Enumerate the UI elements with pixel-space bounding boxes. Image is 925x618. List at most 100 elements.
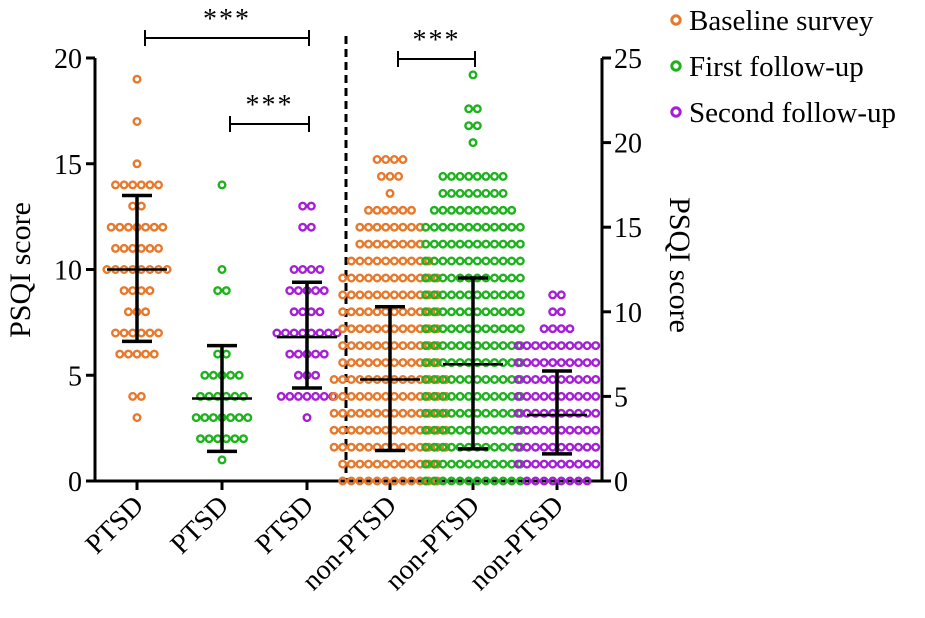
data-point [464, 375, 474, 385]
data-point [289, 265, 299, 275]
data-point [582, 358, 592, 368]
data-point [531, 391, 541, 401]
data-point [548, 290, 558, 300]
data-point [429, 222, 439, 232]
data-point [421, 341, 431, 351]
data-point [398, 341, 408, 351]
data-point [141, 349, 151, 359]
data-point [498, 391, 508, 401]
data-point [472, 391, 482, 401]
data-point [110, 180, 120, 190]
data-point [472, 307, 482, 317]
data-point [498, 171, 508, 181]
data-point [472, 375, 482, 385]
data-point [464, 121, 474, 131]
x-tick-label: PTSD [80, 490, 150, 560]
data-point [481, 239, 491, 249]
data-point [515, 324, 525, 334]
data-point [355, 222, 365, 232]
data-point [556, 324, 566, 334]
data-point [136, 243, 146, 253]
data-point [421, 239, 431, 249]
data-point [455, 188, 465, 198]
data-point [115, 349, 125, 359]
data-point [481, 188, 491, 198]
data-point [438, 222, 448, 232]
data-point [204, 434, 214, 444]
data-point [438, 205, 448, 215]
data-point [355, 425, 365, 435]
data-point [407, 307, 417, 317]
data-point [429, 375, 439, 385]
data-point [407, 459, 417, 469]
data-point [355, 324, 365, 334]
data-point [407, 239, 417, 249]
data-point [372, 324, 382, 334]
data-point [522, 442, 532, 452]
data-point [132, 413, 142, 423]
data-point [191, 413, 201, 423]
data-point [389, 425, 399, 435]
data-point [438, 341, 448, 351]
data-point [346, 324, 356, 334]
data-point [429, 358, 439, 368]
data-point [490, 358, 500, 368]
legend-marker [670, 106, 682, 118]
data-point [490, 391, 500, 401]
data-point [490, 188, 500, 198]
data-point [472, 239, 482, 249]
data-point [106, 222, 116, 232]
data-point [372, 222, 382, 232]
data-point [311, 349, 321, 359]
data-point [548, 442, 558, 452]
data-point [213, 349, 223, 359]
data-point [132, 349, 142, 359]
data-point [447, 341, 457, 351]
data-point [141, 307, 151, 317]
data-point [565, 358, 575, 368]
data-point [398, 307, 408, 317]
data-point [447, 358, 457, 368]
data-point [381, 222, 391, 232]
data-point [398, 256, 408, 266]
data-point [332, 328, 342, 338]
data-point [381, 290, 391, 300]
data-point [355, 391, 365, 401]
data-point [324, 328, 334, 338]
data-point [548, 476, 558, 486]
data-point [531, 442, 541, 452]
data-point [447, 239, 457, 249]
significance-brackets: *** *** *** [144, 4, 476, 132]
data-point [522, 408, 532, 418]
data-point [574, 476, 584, 486]
data-point [398, 391, 408, 401]
data-point [153, 180, 163, 190]
data-point [372, 391, 382, 401]
data-point [306, 201, 316, 211]
data-point [329, 425, 339, 435]
data-point [389, 476, 399, 486]
data-point [285, 349, 295, 359]
data-point [153, 243, 163, 253]
data-point [447, 205, 457, 215]
data-point [464, 459, 474, 469]
data-point [398, 358, 408, 368]
data-point [123, 349, 133, 359]
data-point [226, 370, 236, 380]
data-point [513, 375, 523, 385]
data-point [438, 239, 448, 249]
data-point [389, 273, 399, 283]
data-point [398, 290, 408, 300]
data-point [123, 222, 133, 232]
data-point [132, 116, 142, 126]
data-point [455, 324, 465, 334]
data-point [498, 341, 508, 351]
data-point [481, 205, 491, 215]
data-point [438, 476, 448, 486]
data-point [381, 408, 391, 418]
data-point [372, 256, 382, 266]
data-point [136, 180, 146, 190]
data-point [498, 408, 508, 418]
data-point [136, 201, 146, 211]
data-point [429, 273, 439, 283]
